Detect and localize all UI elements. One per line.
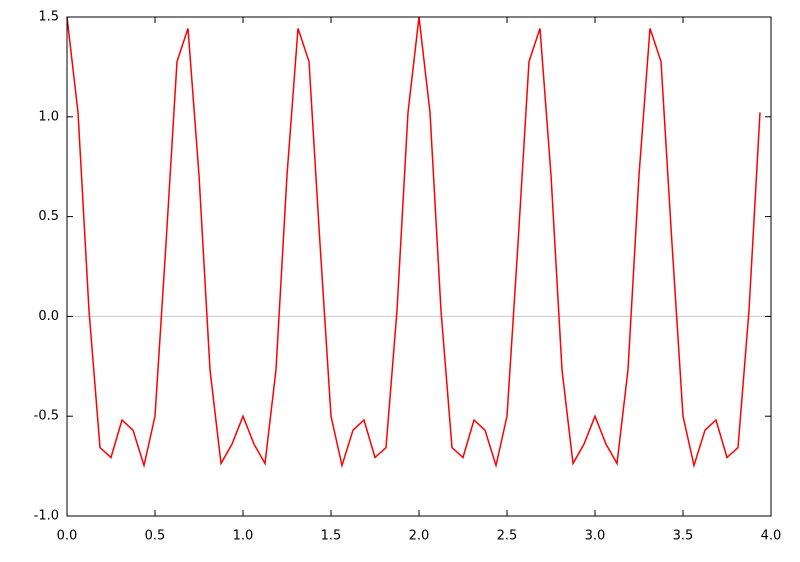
y-tick-label: 0.5: [38, 209, 59, 224]
x-tick-label: 0.0: [57, 529, 78, 544]
y-tick-label: -1.0: [34, 509, 59, 524]
x-tick-label: 2.0: [409, 529, 430, 544]
x-tick-label: 4.0: [761, 529, 782, 544]
x-tick-label: 3.5: [673, 529, 694, 544]
plot-frame: [66, 16, 772, 517]
y-tick-label: 1.5: [38, 10, 59, 25]
x-tick-label: 1.5: [321, 529, 342, 544]
x-tick-label: 3.0: [585, 529, 606, 544]
y-tick-label: 0.0: [38, 309, 59, 324]
x-tick-label: 1.0: [233, 529, 254, 544]
y-tick-label: -0.5: [34, 409, 59, 424]
data-line: [66, 16, 761, 469]
y-tick-label: 1.0: [38, 109, 59, 124]
x-tick-label: 2.5: [497, 529, 518, 544]
x-tick-label: 0.5: [145, 529, 166, 544]
